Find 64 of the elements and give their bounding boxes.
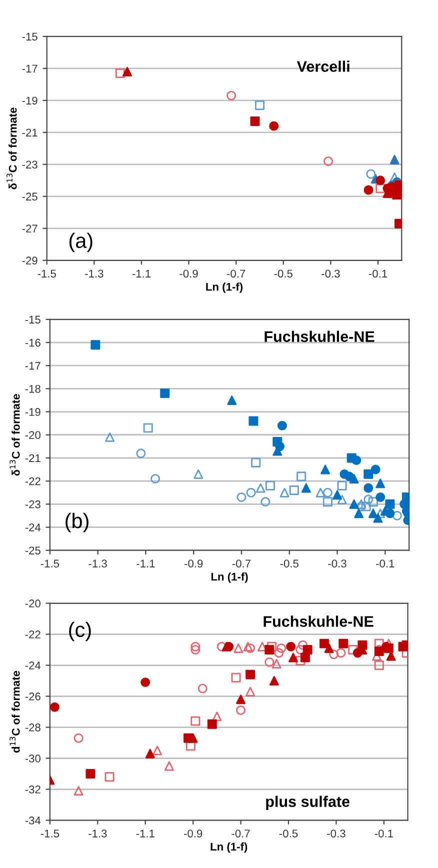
y-tick-label: -17 [22, 64, 38, 72]
y-tick-label: -18 [25, 384, 40, 393]
x-tick-label: -1.3 [85, 270, 104, 278]
y-tick-label: -24 [25, 662, 41, 670]
x-tick-label: -0.5 [274, 270, 292, 278]
annotation: plus sulfate [266, 796, 350, 810]
x-tick-label: -1.5 [40, 560, 60, 568]
x-tick-label: -0.5 [280, 560, 298, 568]
x-tick-label: -0.1 [374, 830, 393, 838]
x-tick-label: -1.3 [88, 560, 107, 568]
x-tick-label: -0.9 [184, 830, 202, 838]
x-tick-label: -0.3 [328, 560, 346, 568]
y-tick-label: -22 [25, 630, 40, 638]
x-axis-title: Ln (1-f) [211, 572, 248, 583]
y-tick-label: -25 [22, 192, 38, 201]
x-tick-label: -0.3 [327, 830, 346, 838]
y-tick-label: -30 [25, 754, 40, 762]
y-tick-label: -32 [25, 786, 40, 794]
x-tick-label: -0.7 [232, 560, 250, 568]
annotation: (a) [69, 232, 92, 252]
x-tick-label: -1.1 [136, 560, 155, 568]
y-tick-label: -25 [25, 546, 40, 554]
y-tick-label: -15 [22, 32, 38, 41]
y-tick-label: -28 [25, 724, 40, 732]
x-tick-label: -0.7 [232, 830, 250, 838]
x-tick-label: -0.7 [227, 270, 246, 278]
y-tick-label: -15 [25, 316, 40, 324]
y-tick-label: -22 [25, 477, 40, 486]
annotation: Fuchskuhle-NE [264, 616, 374, 627]
y-tick-label: -23 [22, 160, 38, 169]
x-tick-label: -0.9 [180, 270, 198, 278]
y-tick-label: -23 [25, 500, 40, 508]
y-tick-label: -17 [25, 362, 40, 370]
y-tick-label: -19 [22, 96, 38, 105]
y-tick-label: -29 [22, 256, 38, 265]
y-tick-label: -19 [25, 408, 40, 416]
annotation: Fuchskuhle-NE [264, 330, 374, 342]
y-tick-label: -34 [25, 816, 41, 824]
x-axis-title: Ln (1-f) [210, 842, 248, 853]
y-tick-label: -20 [25, 431, 40, 440]
x-axis-title: Ln (1-f) [206, 282, 243, 293]
y-axis-title: d$^{13}$C of formate [10, 670, 20, 753]
x-tick-label: -0.1 [368, 270, 388, 278]
x-tick-label: -0.5 [279, 830, 298, 838]
y-tick-label: -24 [25, 523, 41, 532]
annotation: Vercelli [296, 60, 350, 72]
x-tick-label: -1.1 [132, 270, 151, 278]
x-tick-label: -0.9 [184, 560, 203, 568]
y-axis-title: δ$^{13}$C of formate [6, 108, 17, 190]
annotation: (c) [69, 622, 91, 642]
y-tick-label: -21 [25, 454, 40, 462]
y-axis-title: δ$^{13}$C of formate [10, 394, 20, 476]
annotation: (b) [66, 512, 88, 532]
y-tick-label: -27 [22, 224, 38, 232]
x-tick-label: -1.1 [136, 830, 154, 838]
x-tick-label: -1.5 [40, 830, 60, 838]
x-tick-label: -1.5 [38, 270, 56, 278]
x-tick-label: -0.3 [322, 270, 340, 278]
x-tick-label: -0.1 [376, 560, 394, 568]
y-tick-label: -26 [25, 692, 40, 700]
y-tick-label: -20 [25, 600, 40, 608]
y-tick-label: -16 [25, 338, 40, 347]
x-tick-label: -1.3 [88, 830, 107, 838]
y-tick-label: -21 [22, 128, 38, 136]
